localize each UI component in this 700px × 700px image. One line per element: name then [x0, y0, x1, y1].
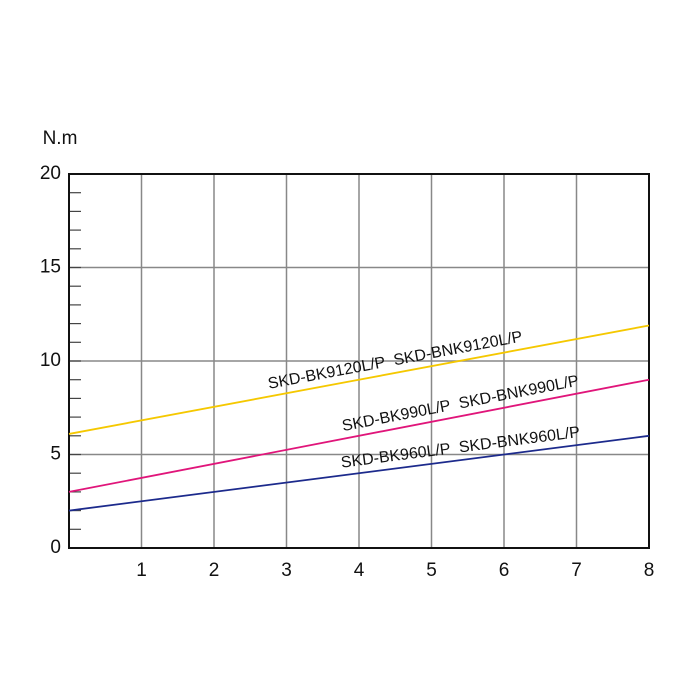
y-tick-label: 20 — [40, 163, 61, 184]
series-label: SKD-BK990L/P SKD-BNK990L/P — [341, 373, 581, 435]
x-tick-label: 2 — [209, 560, 220, 581]
x-tick-label: 6 — [499, 560, 510, 581]
series-label: SKD-BK960L/P SKD-BNK960L/P — [340, 424, 581, 472]
x-tick-label: 8 — [644, 560, 655, 581]
series-line — [68, 324, 650, 435]
plot-frame — [68, 173, 650, 549]
x-tick-label: 4 — [354, 560, 365, 581]
y-tick-label: 15 — [40, 257, 61, 278]
y-tick-label: 10 — [40, 350, 61, 371]
series-line — [68, 434, 650, 512]
y-tick-label: 0 — [50, 537, 61, 558]
y-tick-label: 5 — [50, 444, 61, 465]
y-axis-label: N.m — [43, 128, 78, 149]
x-tick-label: 1 — [136, 560, 147, 581]
x-tick-label: 3 — [281, 560, 292, 581]
x-tick-label: 5 — [426, 560, 437, 581]
x-tick-label: 7 — [571, 560, 582, 581]
series-line — [68, 378, 650, 493]
